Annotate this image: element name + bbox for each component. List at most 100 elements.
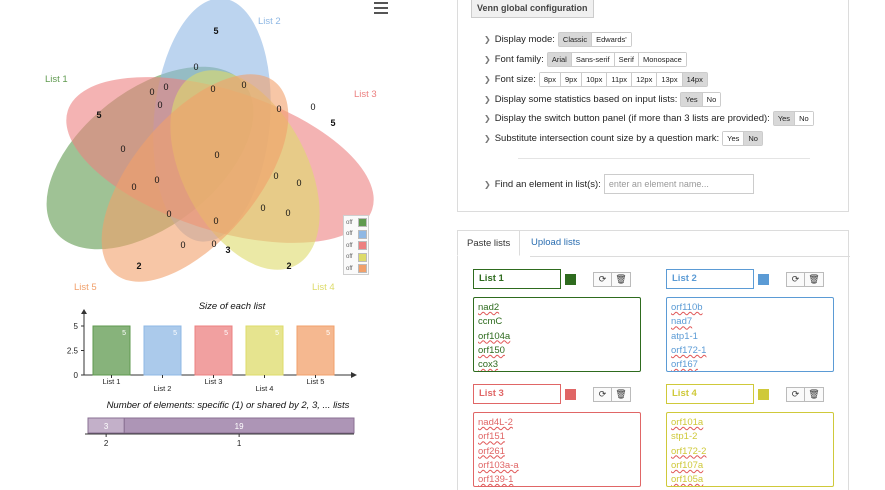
refresh-icon[interactable]: ⟳ — [593, 387, 612, 402]
list-name-input[interactable]: List 1 — [473, 269, 561, 289]
tab-upload-lists[interactable]: Upload lists — [531, 237, 581, 248]
tab-paste-lists[interactable]: Paste lists — [457, 230, 521, 256]
bar[interactable] — [296, 325, 335, 376]
list-item: orf172-2 — [671, 445, 707, 457]
shared-bar[interactable] — [123, 417, 355, 434]
option-button[interactable]: Classic — [558, 33, 593, 46]
list-color-swatch[interactable] — [758, 389, 769, 400]
list-actions: ⟳ 🗑 — [786, 272, 824, 287]
option-button[interactable]: 12px — [632, 73, 658, 86]
list-textarea[interactable]: nad2 ccmC orf104a orf150 cox3 — [473, 297, 641, 372]
bar[interactable] — [92, 325, 131, 376]
list-item: orf167 — [671, 359, 698, 371]
list-item: orf105a — [671, 474, 704, 486]
option-button[interactable]: No — [744, 132, 762, 145]
option-button[interactable]: No — [795, 112, 813, 125]
option-button[interactable]: 9px — [560, 73, 583, 86]
venn-ellipse[interactable] — [67, 42, 323, 300]
list-textarea[interactable]: orf101a stp1-2 orf172-2 orf107a orf105a — [666, 412, 834, 487]
x-tick-label: 2 — [104, 439, 109, 448]
switch-toggle-color — [358, 264, 367, 274]
option-button[interactable]: 11px — [607, 73, 633, 86]
refresh-icon[interactable]: ⟳ — [593, 272, 612, 287]
bar-value-label: 5 — [275, 330, 279, 337]
switch-toggle[interactable]: off — [345, 229, 367, 240]
x-axis-arrow — [351, 372, 357, 378]
list-item: orf101a — [671, 417, 704, 428]
option-button[interactable]: No — [702, 93, 721, 106]
list-actions: ⟳ 🗑 — [593, 387, 631, 402]
venn-list-label: List 3 — [354, 89, 377, 100]
switch-toggle-label: off — [346, 265, 353, 272]
venn-count: 2 — [286, 261, 291, 271]
list-name-input[interactable]: List 2 — [666, 269, 754, 289]
x-tick-label: List 2 — [154, 384, 172, 393]
lists-tabs: Paste lists Upload lists List 1 ⟳ 🗑 nad2… — [457, 230, 850, 490]
switch-toggle[interactable]: off — [345, 252, 367, 263]
option-button[interactable]: 13px — [657, 73, 683, 86]
trash-icon[interactable]: 🗑 — [805, 272, 824, 287]
venn-count: 0 — [166, 209, 171, 219]
caret-right-icon: ❯ — [484, 179, 491, 189]
bar[interactable] — [194, 325, 233, 376]
switch-toggle-color — [358, 218, 367, 227]
list-actions: ⟳ 🗑 — [593, 272, 631, 287]
option-button[interactable]: Arial — [547, 53, 572, 66]
option-button[interactable]: 8px — [539, 73, 561, 86]
find-option: ❯ Find an element in list(s): enter an e… — [484, 174, 754, 194]
caret-right-icon: ❯ — [484, 55, 491, 64]
trash-icon[interactable]: 🗑 — [805, 387, 824, 402]
option-button[interactable]: Serif — [614, 53, 640, 66]
caret-right-icon: ❯ — [484, 134, 491, 143]
option-button[interactable]: Edwards' — [592, 33, 631, 46]
trash-icon[interactable]: 🗑 — [612, 272, 631, 287]
switch-toggle[interactable]: off — [345, 240, 367, 251]
venn-count: 0 — [310, 102, 315, 112]
list-item: orf151 — [478, 431, 505, 443]
switch-toggle[interactable]: off — [345, 263, 367, 274]
list-textarea[interactable]: nad4L-2 orf151 orf261 orf103a-a orf139-1 — [473, 412, 641, 487]
option-button[interactable]: 14px — [682, 73, 707, 86]
list-color-swatch[interactable] — [565, 389, 576, 400]
y-tick-label: 2.5 — [67, 347, 79, 356]
display-mode-label: Display mode: — [494, 34, 555, 45]
bar-value-label: 3 — [104, 422, 109, 431]
bar-value-label: 5 — [122, 330, 126, 337]
stats-option: ❯ Display some statistics based on input… — [484, 92, 722, 107]
switch-toggle-color — [358, 229, 367, 239]
list-name-input[interactable]: List 4 — [666, 384, 754, 404]
list-textarea[interactable]: orf110b nad7 atp1-1 orf172-1 orf167 — [666, 297, 834, 372]
config-panel: Venn global configuration ❯ Display mode… — [445, 0, 885, 490]
option-button[interactable]: 10px — [582, 73, 608, 86]
option-button[interactable]: Yes — [681, 93, 703, 106]
option-button[interactable]: Sans-serif — [571, 53, 615, 66]
venn-count: 0 — [193, 62, 198, 72]
bar[interactable] — [245, 325, 284, 376]
list-color-swatch[interactable] — [565, 274, 576, 285]
x-tick-label: 1 — [237, 439, 242, 448]
list-name-input[interactable]: List 3 — [473, 384, 561, 404]
refresh-icon[interactable]: ⟳ — [786, 272, 805, 287]
venn-count: 0 — [260, 203, 265, 213]
option-button[interactable]: Yes — [723, 132, 745, 145]
hamburger-menu-icon[interactable] — [374, 2, 388, 14]
trash-icon[interactable]: 🗑 — [612, 387, 631, 402]
x-tick-label: List 1 — [103, 377, 121, 386]
find-element-input[interactable]: enter an element name... — [603, 174, 754, 194]
venn-ellipses — [46, 0, 374, 300]
list-item: atp1-1 — [671, 330, 698, 342]
font-family-buttons: Arial Sans-serif Serif Monospace — [546, 52, 687, 67]
venn-config-button[interactable]: Venn global configuration — [471, 0, 594, 18]
venn-count: 5 — [330, 118, 335, 128]
display-mode-buttons: Classic Edwards' — [557, 32, 632, 47]
option-button[interactable]: Yes — [773, 112, 796, 125]
switch-toggle[interactable]: off — [345, 217, 367, 228]
venn-config-box: Venn global configuration ❯ Display mode… — [457, 0, 849, 212]
option-button[interactable]: Monospace — [639, 53, 686, 66]
x-tick-label: List 3 — [205, 377, 223, 386]
refresh-icon[interactable]: ⟳ — [786, 387, 805, 402]
list-color-swatch[interactable] — [758, 274, 769, 285]
switch-panel-option: ❯ Display the switch button panel (if mo… — [484, 111, 814, 126]
